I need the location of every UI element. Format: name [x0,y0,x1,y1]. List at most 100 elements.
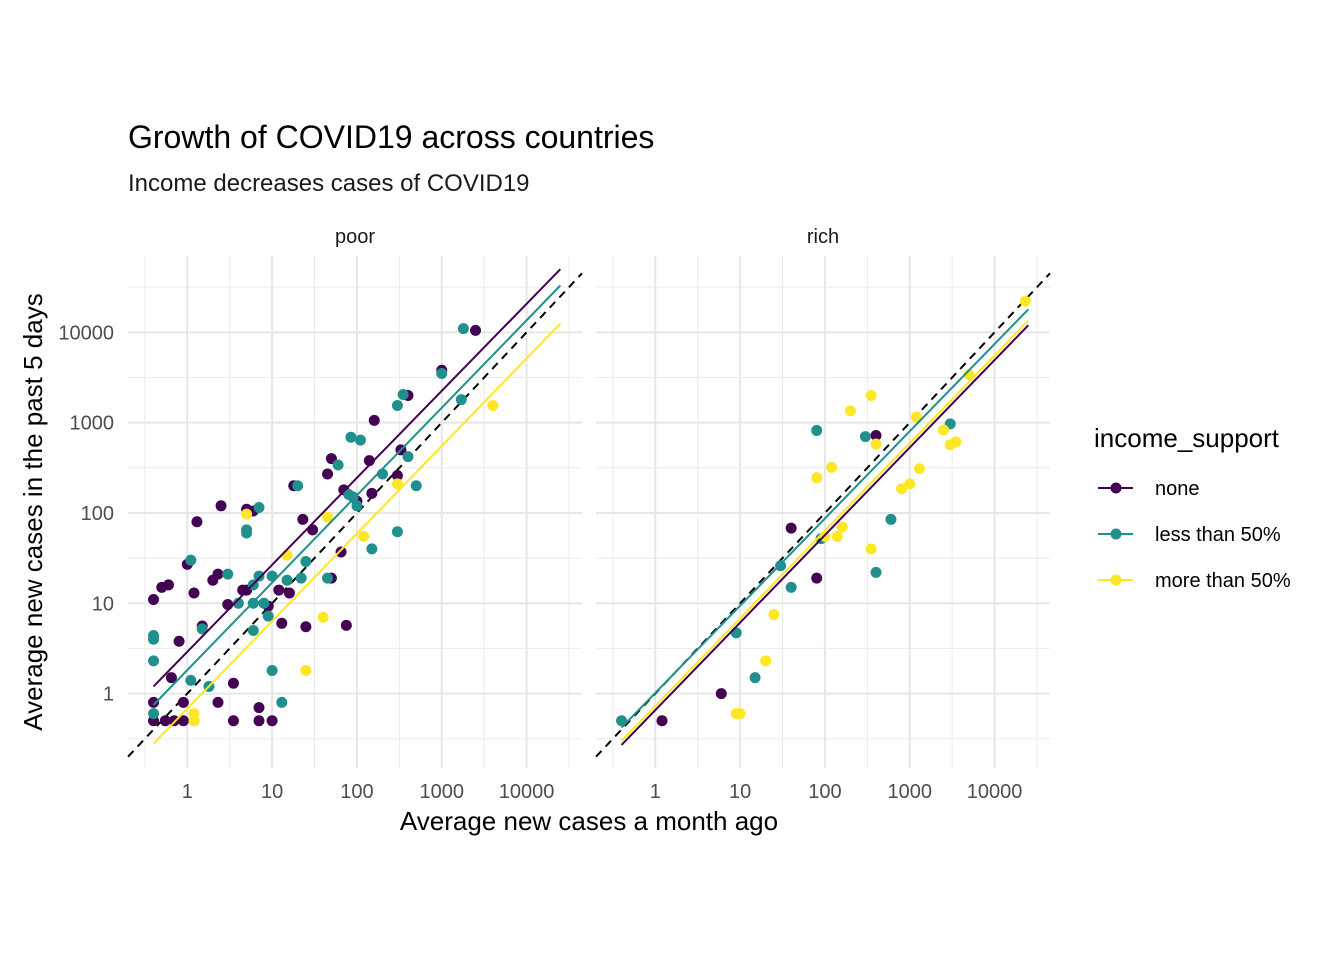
data-point [227,677,239,689]
data-point [276,617,288,629]
data-point [295,572,307,584]
data-point [300,621,312,633]
data-point [185,554,197,566]
data-point [148,655,160,667]
y-tick-label: 10000 [58,322,114,344]
y-axis-title: Average new cases in the past 5 days [18,293,48,730]
data-point [715,688,727,700]
data-point [332,459,344,471]
chart-title: Growth of COVID19 across countries [128,119,654,155]
data-point [148,633,160,645]
data-point [811,572,823,584]
fit-line [152,322,562,745]
data-point [865,543,877,555]
data-point [148,696,160,708]
data-point [148,594,160,606]
data-point [768,609,780,621]
data-point [487,399,499,411]
y-tick-label: 100 [81,503,114,525]
data-point [159,715,171,727]
x-tick-label: 10000 [967,781,1023,803]
data-point [354,434,366,446]
data-point [300,665,312,677]
data-point [148,708,160,720]
data-point [859,431,871,443]
legend: income_support none less than 50% more tha… [1094,423,1291,592]
data-point [775,560,787,572]
legend-label: more than 50% [1155,570,1291,592]
fit-line [152,268,562,688]
data-point [836,521,848,533]
reference-line-y-equals-x [127,272,583,758]
data-point [870,430,882,442]
x-tick-label: 10000 [499,781,555,803]
data-point [191,516,203,528]
data-point [292,480,304,492]
data-point [335,546,347,558]
data-point [215,500,227,512]
data-point [910,411,922,423]
x-tick-label: 10 [729,781,751,803]
data-point [391,526,403,538]
data-point [297,513,309,525]
y-axis-ticks: 1 10 100 1000 10000 [58,322,114,705]
legend-key-point [1110,482,1122,494]
data-point [222,568,234,580]
data-point [885,513,897,525]
data-point [188,715,200,727]
y-tick-label: 10 [92,593,114,615]
data-point [177,696,189,708]
data-point [785,581,797,593]
data-point [196,623,208,635]
data-point [227,715,239,727]
data-point [347,491,359,503]
facet-label-poor: poor [335,226,375,248]
facet-panel-rich [595,256,1051,768]
data-point [241,508,253,520]
data-point [340,619,352,631]
fit-line [620,324,1030,746]
data-point [262,610,274,622]
data-point [391,399,403,411]
data-point [247,624,259,636]
data-point [391,469,403,481]
data-point [185,674,197,686]
fit-line [152,284,562,706]
x-tick-label: 1 [182,781,193,803]
fit-line [620,319,1030,742]
data-point [656,715,668,727]
data-point [436,368,448,380]
data-point [844,405,856,417]
data-point [366,543,378,555]
data-point [322,468,334,480]
data-point [402,451,414,463]
data-point [232,597,244,609]
data-point [253,501,265,513]
legend-title: income_support [1094,423,1280,453]
x-tick-label: 1000 [888,781,933,803]
data-point [410,480,422,492]
data-point [811,472,823,484]
x-tick-label: 10 [261,781,283,803]
fit-line [620,308,1030,729]
data-point [831,530,843,542]
data-point [173,635,185,647]
data-point [896,483,908,495]
data-point [253,570,265,582]
y-tick-label: 1000 [70,413,115,435]
legend-key-point [1110,528,1122,540]
data-point [760,655,772,667]
data-point [397,388,409,400]
chart-subtitle: Income decreases cases of COVID19 [128,170,530,197]
data-point [276,696,288,708]
data-point [162,579,174,591]
data-point [188,587,200,599]
data-point [1019,295,1031,307]
data-point [366,487,378,499]
data-point [212,696,224,708]
x-tick-label: 1 [650,781,661,803]
data-point [281,549,293,561]
x-axis-ticks-rich: 1 10 100 1000 10000 [650,781,1023,803]
x-axis-ticks-poor: 1 10 100 1000 10000 [182,781,555,803]
